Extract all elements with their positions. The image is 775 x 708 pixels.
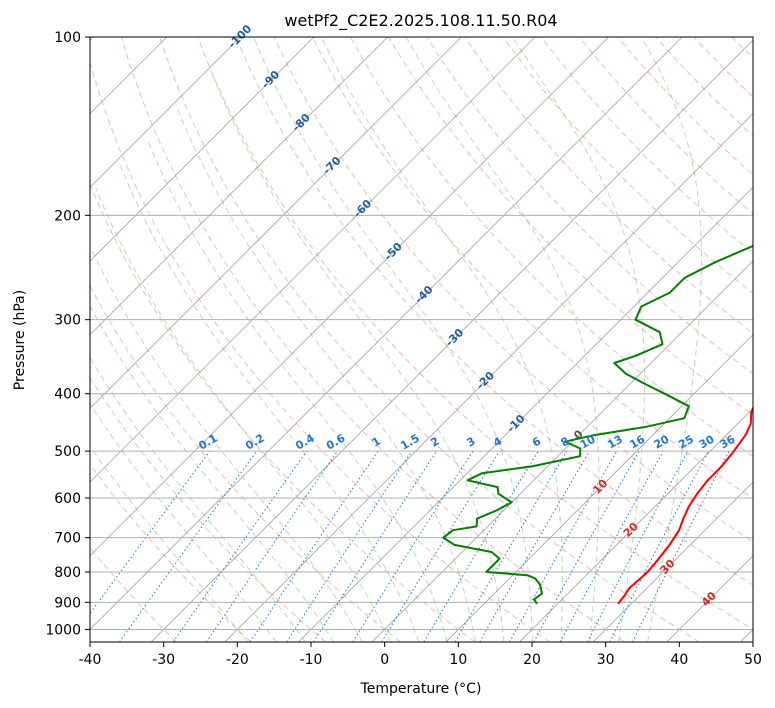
moist-adiabat-line [90, 356, 306, 642]
isotherm-line [90, 37, 683, 631]
mixing-ratio-line [533, 450, 640, 642]
mixing-ratio-line [172, 450, 308, 642]
x-tick-label: -20 [226, 652, 249, 668]
isotherm-line [592, 481, 753, 642]
isotherm-line [90, 37, 462, 409]
dry-adiabat-line [757, 24, 775, 642]
x-tick-label: 20 [523, 652, 541, 668]
moist-adiabat-line [405, 37, 600, 642]
dry-adiabat-line [159, 37, 700, 642]
mixing-ratio-line [559, 450, 664, 642]
y-tick-label: 800 [54, 565, 81, 581]
isotherm-line [90, 37, 536, 483]
dry-adiabat-line [426, 37, 753, 375]
moist-adiabat-line [90, 402, 277, 642]
isotherm-line [150, 39, 753, 642]
plot-frame [89, 36, 754, 643]
moist-adiabat-line [119, 165, 420, 642]
y-tick-label: 600 [54, 491, 81, 507]
profile-traces [442, 244, 753, 605]
mixing-ratio-line [205, 450, 338, 642]
isotherm-line [90, 37, 388, 336]
dry-adiabat-line [235, 37, 753, 586]
x-tick-label: -10 [300, 652, 323, 668]
moist-adiabat-line [253, 37, 533, 642]
y-tick-label: 200 [54, 208, 81, 224]
temperature-trace [617, 405, 753, 605]
x-tick-label: 40 [670, 652, 688, 668]
y-tick-label: 100 [54, 30, 81, 46]
dry-adiabat-line [388, 37, 753, 416]
moist-adiabat-line [90, 245, 363, 642]
y-tick-label: 900 [54, 595, 81, 611]
x-tick-label: -30 [152, 652, 175, 668]
x-tick-label: -40 [79, 652, 102, 668]
moist-adiabat-line [95, 188, 392, 642]
background-lines [90, 24, 775, 642]
dry-adiabat-line [311, 37, 753, 500]
x-tick-label: 30 [597, 652, 615, 668]
y-tick-label: 1000 [45, 622, 81, 638]
x-tick-label: 0 [380, 652, 389, 668]
mixing-ratio-line [90, 450, 211, 615]
isotherm-line [90, 37, 609, 557]
moist-adiabat-line [211, 72, 505, 642]
mixing-ratio-line [381, 450, 500, 642]
y-axis-title: Pressure (hPa) [12, 290, 28, 390]
y-tick-label: 400 [54, 387, 81, 403]
dry-adiabat-line [273, 37, 753, 543]
dry-adiabat-line [349, 37, 753, 458]
y-axis-ticks: 100 200 300 400 500 600 700 800 900 1000 [45, 30, 90, 638]
mixing-ratio-line [632, 450, 730, 642]
dry-adiabat-line [90, 376, 327, 642]
moist-adiabat-line [640, 37, 702, 642]
dry-adiabat-line [90, 463, 252, 642]
mixing-ratio-line [509, 450, 618, 642]
mixing-ratio-line [352, 450, 474, 642]
mixing-ratio-line [249, 450, 379, 642]
y-tick-label: 300 [54, 313, 81, 329]
dry-adiabat-line [90, 60, 551, 642]
mixing-ratio-line [119, 450, 258, 642]
dry-adiabat-line [197, 37, 753, 630]
dry-adiabat-line [120, 37, 625, 642]
isotherm-line [90, 37, 315, 262]
moist-adiabat-line [90, 304, 335, 642]
y-tick-label: 700 [54, 531, 81, 547]
x-tick-label: 10 [449, 652, 467, 668]
mixing-ratio-line [286, 450, 413, 642]
x-tick-label: 50 [744, 652, 762, 668]
isotherm-line [224, 113, 753, 642]
mixing-ratio-line [313, 450, 438, 642]
y-tick-label: 500 [54, 444, 81, 460]
chart-title: wetPf2_C2E2.2025.108.11.50.R04 [284, 11, 557, 31]
isotherm-line [371, 260, 753, 642]
x-axis-ticks: -40 -30 -20 -10 0 10 20 30 40 50 [79, 642, 762, 668]
moist-adiabat-line [512, 37, 645, 642]
plot-background [90, 37, 753, 642]
isotherm-line [445, 334, 753, 642]
moist-adiabat-line [175, 104, 476, 642]
isotherm-line [519, 407, 753, 642]
pressure-grid [90, 37, 753, 630]
moist-adiabat-line [90, 445, 248, 642]
dry-adiabat-line [90, 183, 476, 642]
moist-adiabat-line [320, 37, 563, 642]
isotherm-line [90, 37, 241, 188]
dewpoint-trace [442, 244, 753, 605]
x-axis-title: Temperature (°C) [360, 681, 482, 697]
